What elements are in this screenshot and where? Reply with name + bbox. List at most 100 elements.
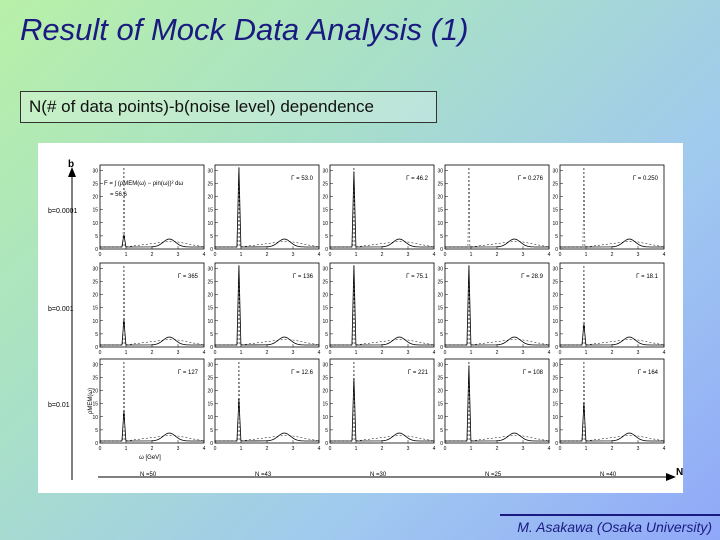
x-tick-label: 1 [470, 252, 473, 258]
y-tick-label: 15 [92, 208, 98, 214]
y-tick-label: 20 [207, 293, 213, 299]
y-tick-label: 10 [552, 221, 558, 227]
y-tick-label: 25 [322, 375, 328, 381]
x-tick-label: 3 [177, 252, 180, 258]
y-tick-label: 10 [552, 319, 558, 325]
x-tick-label: 1 [355, 446, 358, 452]
y-tick-label: 20 [207, 389, 213, 395]
x-tick-label: 1 [125, 446, 128, 452]
x-tick-label: 0 [214, 446, 217, 452]
y-tick-label: 25 [92, 181, 98, 187]
formula: F = ∫ (ρMEM(ω) − ρin(ω))² dω [104, 180, 184, 187]
y-tick-label: 5 [555, 428, 558, 434]
input-curve [215, 360, 320, 442]
y-tick-label: 30 [552, 362, 558, 368]
x-tick-label: 3 [407, 446, 410, 452]
y-tick-label: 15 [92, 306, 98, 312]
x-tick-label: 4 [203, 350, 206, 356]
y-tick-label: 15 [552, 208, 558, 214]
column-label: N =40 [600, 472, 617, 478]
y-tick-label: 15 [207, 402, 213, 408]
x-tick-label: 0 [559, 252, 562, 258]
x-tick-label: 4 [663, 446, 666, 452]
x-tick-label: 1 [585, 446, 588, 452]
input-curve [215, 166, 320, 248]
x-tick-label: 3 [637, 252, 640, 258]
y-tick-label: 10 [322, 319, 328, 325]
y-tick-label: 30 [207, 266, 213, 272]
x-tick-label: 2 [266, 446, 269, 452]
y-tick-label: 0 [440, 441, 443, 447]
y-tick-label: 20 [92, 389, 98, 395]
x-tick-label: 4 [663, 252, 666, 258]
y-tick-label: 20 [322, 195, 328, 201]
subtitle-box: N(# of data points)-b(noise level) depen… [20, 91, 437, 123]
x-tick-label: 1 [470, 446, 473, 452]
x-tick-label: 2 [611, 350, 614, 356]
input-curve [215, 264, 320, 346]
x-tick-label: 4 [318, 350, 321, 356]
x-tick-label: 2 [496, 446, 499, 452]
y-tick-label: 5 [440, 332, 443, 338]
y-tick-label: 25 [207, 279, 213, 285]
y-tick-label: 25 [437, 375, 443, 381]
y-tick-label: 0 [325, 441, 328, 447]
y-tick-label: 20 [552, 389, 558, 395]
x-tick-label: 2 [266, 252, 269, 258]
b-arrow-head [68, 167, 76, 177]
y-tick-label: 5 [210, 428, 213, 434]
x-tick-label: 3 [522, 252, 525, 258]
y-tick-label: 0 [210, 345, 213, 351]
x-tick-label: 4 [318, 446, 321, 452]
x-tick-label: 0 [559, 446, 562, 452]
y-tick-label: 30 [92, 266, 98, 272]
y-tick-label: 10 [92, 221, 98, 227]
x-tick-label: 2 [496, 252, 499, 258]
x-tick-label: 0 [444, 446, 447, 452]
x-tick-label: 1 [355, 350, 358, 356]
y-tick-label: 15 [322, 402, 328, 408]
y-tick-label: 10 [92, 319, 98, 325]
y-tick-label: 20 [207, 195, 213, 201]
y-tick-label: 5 [210, 234, 213, 240]
x-tick-label: 3 [522, 350, 525, 356]
x-tick-label: 4 [433, 446, 436, 452]
formula-value: = 56.6 [110, 192, 128, 198]
y-tick-label: 5 [95, 234, 98, 240]
x-axis-label: ω [GeV] [139, 455, 161, 461]
input-curve [560, 360, 665, 442]
y-tick-label: 30 [92, 168, 98, 174]
x-tick-label: 2 [151, 252, 154, 258]
y-tick-label: 10 [207, 415, 213, 421]
x-tick-label: 2 [496, 350, 499, 356]
y-tick-label: 20 [437, 293, 443, 299]
y-tick-label: 5 [210, 332, 213, 338]
y-tick-label: 20 [92, 293, 98, 299]
y-tick-label: 10 [437, 415, 443, 421]
x-tick-label: 4 [663, 350, 666, 356]
y-tick-label: 15 [207, 306, 213, 312]
y-tick-label: 0 [440, 345, 443, 351]
y-tick-label: 0 [95, 345, 98, 351]
y-axis-label: ρMEM(ω) [88, 388, 94, 414]
y-tick-label: 5 [440, 428, 443, 434]
x-tick-label: 0 [329, 350, 332, 356]
y-tick-label: 10 [437, 319, 443, 325]
row-label: b=0.001 [48, 306, 74, 313]
y-tick-label: 5 [95, 332, 98, 338]
x-tick-label: 0 [329, 252, 332, 258]
footer-rule [500, 514, 720, 516]
x-tick-label: 4 [203, 446, 206, 452]
y-tick-label: 30 [207, 168, 213, 174]
y-tick-label: 0 [555, 247, 558, 253]
y-tick-label: 0 [210, 247, 213, 253]
y-tick-label: 15 [552, 306, 558, 312]
x-tick-label: 0 [214, 350, 217, 356]
x-tick-label: 3 [177, 350, 180, 356]
y-tick-label: 15 [207, 208, 213, 214]
column-label: N =25 [485, 472, 502, 478]
y-tick-label: 10 [322, 415, 328, 421]
x-tick-label: 2 [381, 446, 384, 452]
x-tick-label: 3 [407, 252, 410, 258]
gamma-label: Γ = 127 [178, 370, 199, 376]
